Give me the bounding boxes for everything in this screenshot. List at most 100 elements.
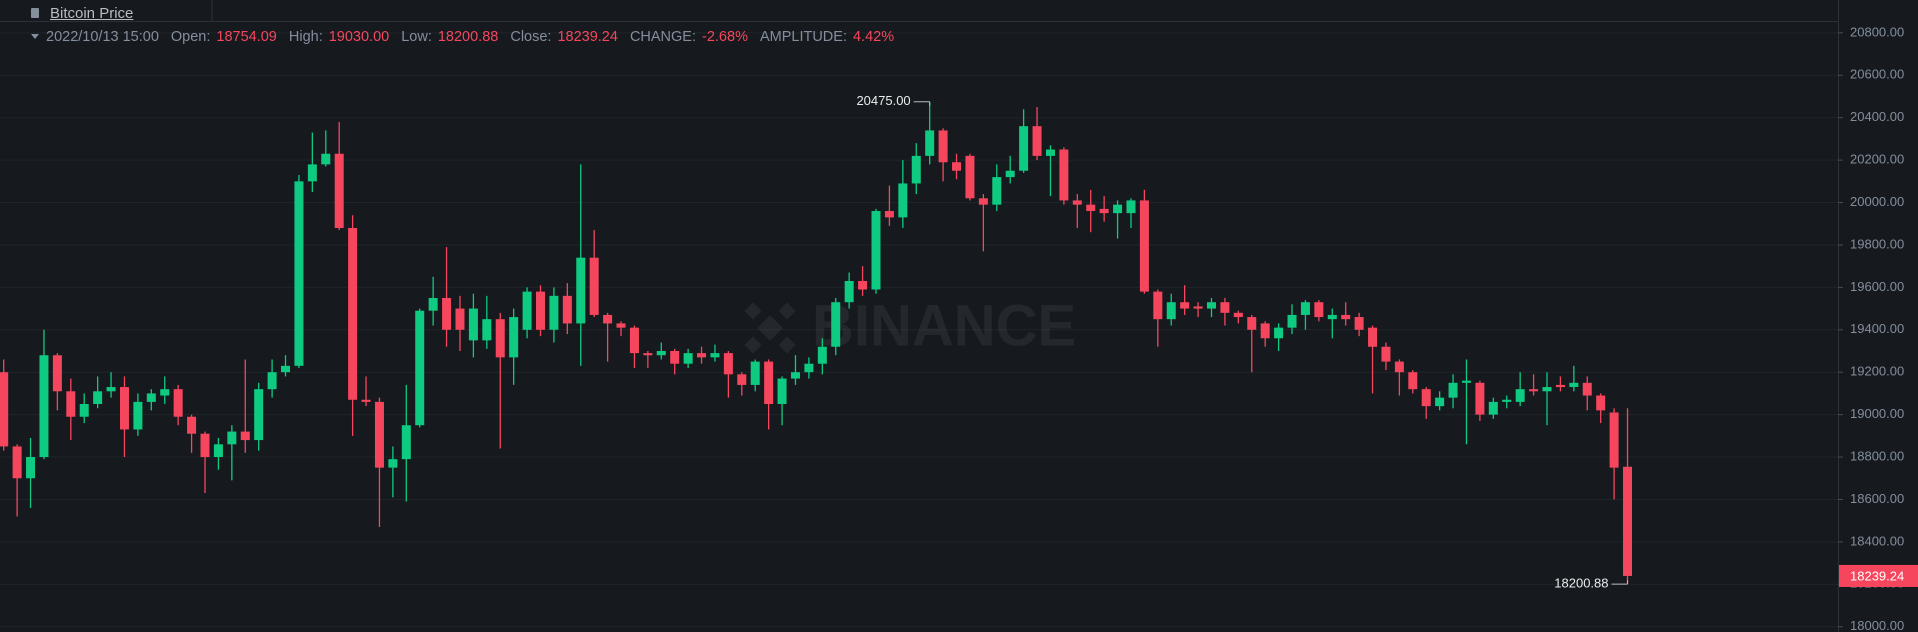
chart-title[interactable]: Bitcoin Price [50,4,134,22]
candle-body [522,291,532,330]
info-value: 18239.24 [557,29,618,45]
candle-body [442,297,452,330]
ohlc-info: 2022/10/13 15:00 Open: 18754.09 High: 19030… [30,29,900,45]
candle-body [1247,317,1257,330]
info-value: 18754.09 [216,29,277,45]
candle-body [1394,361,1404,373]
top-bar: Bitcoin Price [30,4,133,22]
y-tick-label: 20600.00 [1850,67,1904,82]
last-price-tag [1839,564,1918,587]
candle-body [428,297,438,311]
candle-body [562,295,572,324]
candle-body [1059,149,1069,201]
y-tick-label: 20200.00 [1850,152,1904,167]
candle-body [401,425,411,460]
candle-body [1582,382,1592,396]
candle-body [334,153,344,228]
candle-body [213,444,223,458]
info-label: Low: [401,29,432,45]
candle-body [1488,401,1498,415]
candle-body [643,353,653,356]
info-value: 18200.88 [437,29,499,45]
y-tick-label: 18800.00 [1850,448,1904,463]
collapse-arrow[interactable] [30,33,40,41]
candle-body [884,211,894,218]
candle-body [1274,327,1284,339]
candle-body [187,416,197,434]
candle-body [1260,323,1270,339]
candle-body [844,281,854,303]
candle-body [723,353,733,375]
candle-body [1596,395,1606,411]
candle-body [267,372,277,390]
candle-body [576,257,586,324]
candle-body [160,389,170,396]
candle-body [697,353,707,358]
candle-body [549,295,559,330]
candle-body [1153,291,1163,320]
candle-body [133,401,143,430]
y-tick-label: 19000.00 [1850,406,1904,421]
candle-body [93,391,103,405]
candle-body [1448,382,1458,398]
candle-body [0,372,9,447]
candle-body [1113,204,1123,214]
candle-body [1193,306,1203,309]
candle-body [495,319,505,358]
info-label: AMPLITUDE: [759,29,847,45]
candle-body [911,155,921,184]
y-tick-label: 18400.00 [1850,533,1904,548]
candle-body [1529,389,1539,392]
candle-body [1166,302,1176,320]
candle-body [938,130,948,163]
candle-body [1354,317,1364,330]
candle-body [146,393,156,402]
y-tick-label: 19800.00 [1850,236,1904,251]
candle-body [656,350,666,356]
info-label: High: [288,29,323,45]
y-tick-label: 19600.00 [1850,279,1904,294]
candle-body [119,387,129,430]
candle-body [1220,302,1230,313]
candle-body [603,314,613,324]
icon [31,8,39,18]
candle-body [79,404,89,417]
candle-body [1139,200,1149,292]
candle-body [1287,314,1297,328]
candle-body [1019,126,1029,171]
candle-body [1314,302,1324,318]
candle-body [1502,399,1512,402]
candle-body [710,353,720,358]
candle-body [1126,200,1136,214]
candle-body [1207,302,1216,309]
candle-body [106,387,116,392]
candle-body [415,310,425,426]
candle-body [898,183,908,218]
y-tick-label: 20800.00 [1850,24,1904,39]
candle-body [777,378,787,405]
candle-body [737,374,747,385]
info-value: 19030.00 [328,29,390,45]
candle-body [1542,387,1552,392]
candle-body [1099,208,1109,214]
candle-body [764,361,774,405]
candle-body [1515,389,1525,402]
candle-body [1461,380,1471,383]
last-price-label: 18239.24 [1850,568,1904,583]
y-tick-label: 18600.00 [1850,491,1904,506]
y-tick-label: 18000.00 [1850,618,1904,632]
candle-body [26,457,36,479]
candle-body [361,399,371,402]
candle-body [683,353,693,364]
candle-body [992,177,1002,205]
candle-body [200,433,210,458]
candle-body [12,446,22,479]
candle-body [1327,314,1337,320]
candle-body [1072,200,1082,205]
candle-body [1005,170,1015,178]
watermark-group: BINANCE [744,293,1076,358]
candle-body [790,372,800,379]
candle-body [1623,466,1633,576]
